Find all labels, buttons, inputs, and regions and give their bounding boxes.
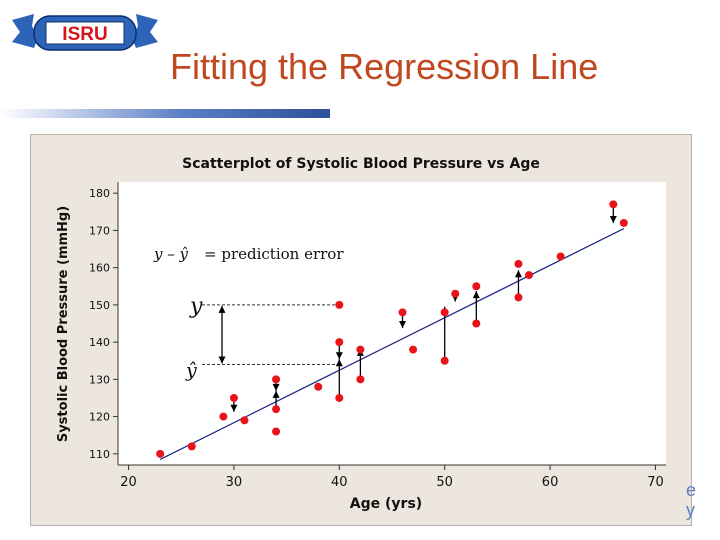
data-point — [472, 319, 481, 328]
data-point — [440, 356, 449, 365]
bracket-arrow-up-head — [218, 305, 226, 313]
y-tick-label: 130 — [89, 373, 110, 386]
residual-arrow-head — [335, 352, 343, 360]
title-divider-bar — [0, 109, 330, 118]
data-point — [229, 393, 238, 402]
x-tick-label: 60 — [542, 475, 559, 490]
data-point — [556, 252, 565, 261]
data-point — [240, 416, 249, 425]
data-point — [525, 271, 533, 280]
y-tick-label: 180 — [89, 187, 110, 200]
data-point — [356, 345, 365, 354]
x-tick-label: 70 — [647, 475, 664, 490]
data-point — [314, 382, 323, 391]
chart-title: Scatterplot of Systolic Blood Pressure v… — [182, 156, 540, 172]
data-point — [451, 289, 460, 298]
y-tick-label: 170 — [89, 224, 110, 237]
data-point — [335, 393, 344, 402]
equation-lhs: y – ŷ — [153, 245, 189, 263]
residual-arrow-head — [230, 404, 238, 412]
data-point — [609, 200, 618, 209]
residual-arrow-head — [335, 359, 343, 367]
data-point — [272, 375, 281, 384]
data-point — [272, 405, 281, 414]
x-tick-label: 40 — [331, 475, 348, 490]
scatterplot-chart: Scatterplot of Systolic Blood Pressure v… — [56, 156, 666, 512]
y-tick-label: 160 — [89, 262, 110, 275]
data-point — [335, 338, 344, 347]
edge-text-1: e — [686, 480, 697, 500]
data-point — [219, 412, 228, 421]
residual-arrow-head — [399, 320, 407, 328]
residual-arrow-head — [609, 215, 617, 223]
data-point — [356, 375, 365, 384]
logo-text: ISRU — [62, 24, 107, 45]
edge-text-2: y — [686, 500, 695, 520]
y-tick-label: 120 — [89, 411, 110, 424]
residual-arrow-head — [514, 270, 522, 278]
isru-logo: ISRU — [12, 14, 158, 51]
data-point — [398, 308, 407, 317]
data-point — [619, 218, 628, 227]
x-tick-label: 50 — [436, 475, 453, 490]
regression-line — [159, 227, 625, 460]
data-point — [156, 449, 165, 458]
data-point — [187, 442, 196, 451]
data-point — [409, 345, 418, 354]
data-point — [440, 308, 449, 317]
bracket-arrow-down-head — [218, 356, 226, 364]
slide-title: Fitting the Regression Line — [170, 46, 599, 87]
y-hat-symbol: ŷ — [185, 359, 197, 381]
residual-arrow-head — [272, 383, 280, 391]
y-axis-label: Systolic Blood Pressure (mmHg) — [56, 206, 71, 442]
x-tick-label: 20 — [120, 475, 137, 490]
y-tick-label: 110 — [89, 448, 110, 461]
data-point — [335, 300, 344, 309]
data-point — [472, 282, 481, 291]
residual-arrow-head — [472, 291, 480, 299]
y-observed-symbol: y — [189, 294, 203, 319]
x-tick-label: 30 — [226, 475, 243, 490]
x-axis-label: Age (yrs) — [350, 496, 422, 512]
y-tick-label: 150 — [89, 299, 110, 312]
residual-arrow-head — [272, 390, 280, 398]
data-point — [514, 259, 523, 268]
data-point — [514, 293, 523, 302]
equation-rhs: = prediction error — [204, 245, 344, 263]
y-tick-label: 140 — [89, 336, 110, 349]
data-point — [272, 427, 281, 436]
plot-area — [118, 182, 666, 465]
